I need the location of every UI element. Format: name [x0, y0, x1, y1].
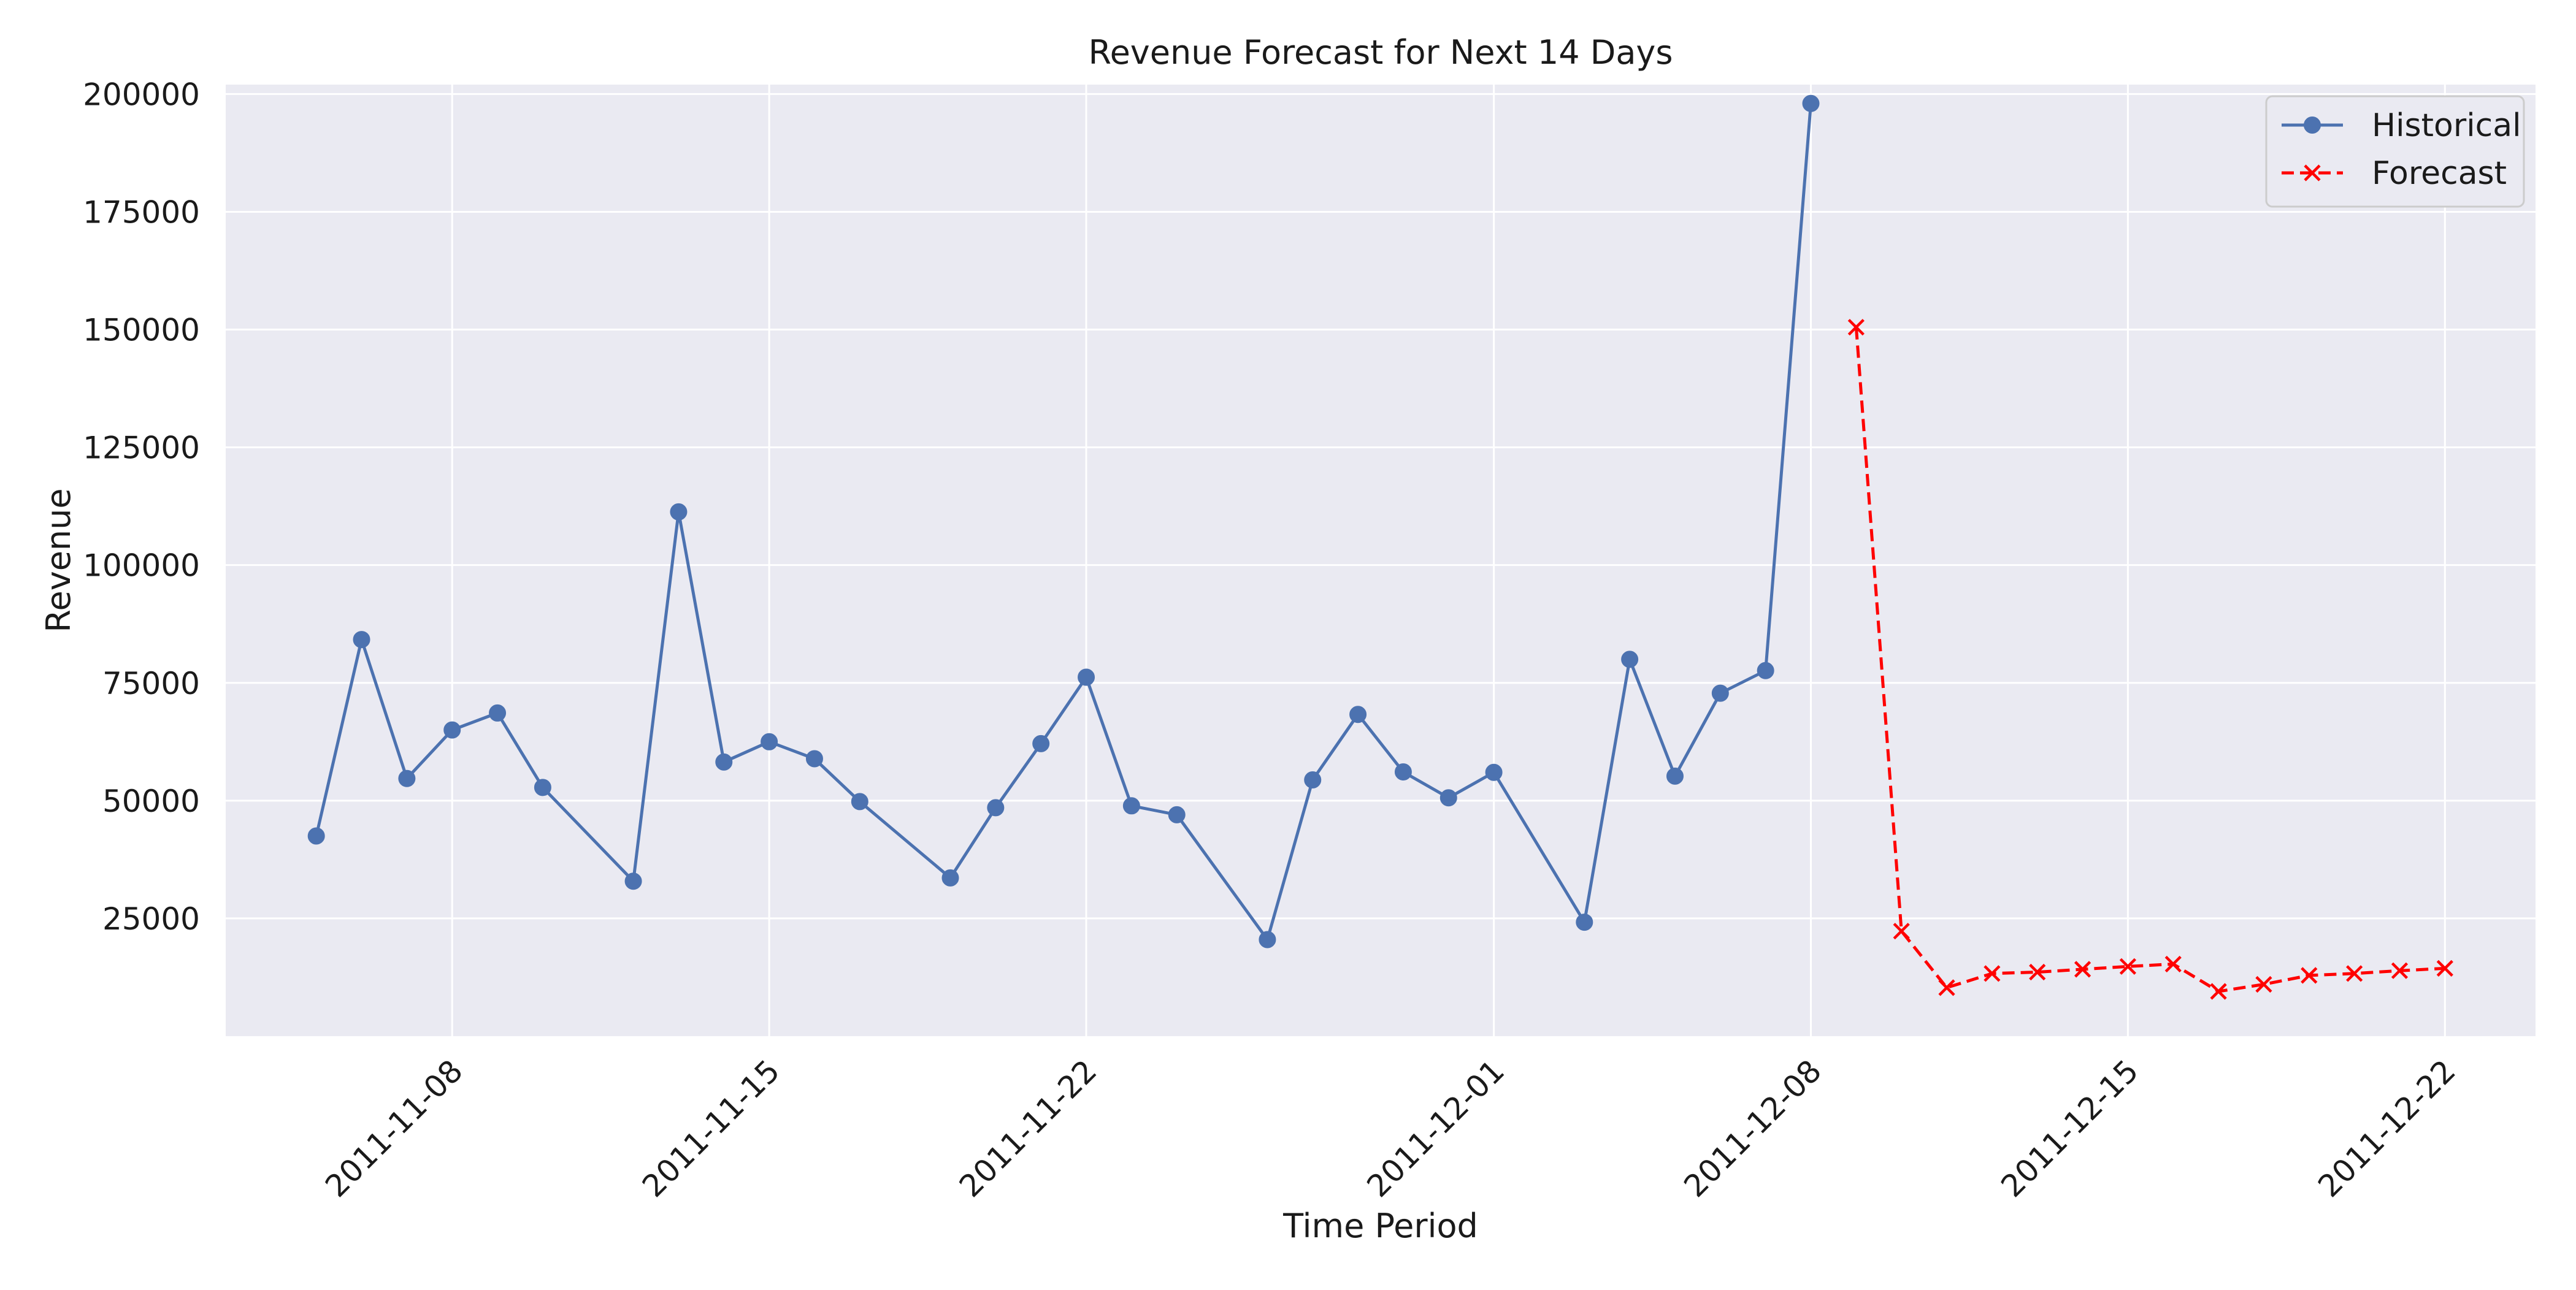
y-tick-label: 75000 — [102, 666, 200, 701]
y-tick-label: 125000 — [83, 430, 200, 466]
data-point-historical — [489, 704, 507, 722]
y-tick-label: 25000 — [102, 901, 200, 937]
y-tick-label: 100000 — [83, 548, 200, 584]
data-point-historical — [1122, 797, 1140, 815]
data-point-historical — [1666, 767, 1684, 785]
data-point-historical — [1439, 789, 1457, 807]
data-point-historical — [624, 872, 642, 890]
legend-marker — [2304, 116, 2321, 134]
data-point-historical — [761, 733, 778, 750]
marker-x-stroke — [1847, 319, 1865, 336]
x-tick-label: 2011-12-15 — [1994, 1053, 2145, 1204]
y-tick-label: 175000 — [83, 194, 200, 230]
data-point-historical — [715, 753, 733, 771]
data-point-forecast — [2119, 958, 2137, 975]
marker-x-stroke — [2301, 967, 2318, 984]
data-point-historical — [353, 631, 370, 649]
legend-label-forecast: Forecast — [2372, 155, 2507, 192]
data-point-forecast — [1938, 979, 1955, 996]
data-point-historical — [670, 503, 688, 521]
x-tick-label: 2011-11-08 — [318, 1053, 469, 1204]
marker-x-stroke — [2119, 958, 2137, 975]
marker-x-stroke — [2304, 164, 2321, 181]
data-point-historical — [941, 869, 959, 887]
plot-background — [226, 85, 2536, 1036]
data-point-forecast — [2210, 983, 2227, 1000]
data-point-historical — [1621, 651, 1639, 668]
chart-title: Revenue Forecast for Next 14 Days — [1088, 33, 1673, 72]
legend-marker — [2304, 164, 2321, 181]
data-point-historical — [398, 769, 416, 787]
marker-x-stroke — [2391, 962, 2409, 979]
x-tick-label: 2011-12-22 — [2311, 1053, 2462, 1204]
data-point-historical — [1576, 914, 1593, 931]
x-axis-label: Time Period — [1282, 1207, 1478, 1245]
data-point-forecast — [2301, 967, 2318, 984]
legend: Historical Forecast — [2265, 95, 2525, 208]
marker-x-stroke — [2436, 960, 2453, 977]
y-tick-label: 200000 — [83, 77, 200, 112]
data-point-historical — [1757, 662, 1774, 679]
data-point-forecast — [2391, 962, 2409, 979]
data-point-forecast — [2436, 960, 2453, 977]
data-point-historical — [1259, 931, 1276, 948]
data-point-historical — [1349, 706, 1367, 723]
series-line-historical — [315, 103, 1812, 941]
marker-x-stroke — [1938, 979, 1955, 996]
data-point-forecast — [1984, 965, 2001, 982]
x-tick-label: 2011-12-01 — [1360, 1053, 1511, 1204]
legend-historical-swatch — [2282, 116, 2343, 134]
series-group — [307, 94, 2453, 1000]
data-point-historical — [987, 799, 1005, 817]
data-point-historical — [534, 779, 551, 796]
legend-forecast-swatch — [2282, 164, 2343, 181]
y-axis-label: Revenue — [39, 488, 78, 632]
data-point-historical — [1802, 94, 1820, 112]
data-point-historical — [307, 827, 325, 845]
y-tick-label: 50000 — [102, 784, 200, 819]
marker-x-stroke — [2210, 983, 2227, 1000]
data-point-forecast — [1847, 319, 1865, 336]
marker-x-stroke — [1984, 965, 2001, 982]
data-point-historical — [443, 721, 461, 739]
data-point-historical — [1032, 735, 1050, 752]
series-line-forecast — [1854, 327, 2445, 993]
data-point-forecast — [2164, 955, 2182, 973]
data-point-historical — [851, 793, 868, 811]
marker-x-stroke — [2255, 975, 2272, 993]
data-point-historical — [1711, 684, 1729, 702]
data-point-historical — [1168, 806, 1186, 823]
data-point-historical — [1394, 763, 1412, 780]
x-tick-label: 2011-11-15 — [635, 1053, 786, 1204]
data-point-forecast — [2346, 965, 2363, 982]
data-point-forecast — [2074, 961, 2091, 978]
y-tick-label: 150000 — [83, 313, 200, 348]
data-point-historical — [1304, 771, 1322, 789]
marker-x-stroke — [2029, 963, 2046, 981]
data-point-forecast — [2029, 963, 2046, 981]
data-point-historical — [1078, 668, 1095, 686]
data-point-forecast — [1893, 923, 1910, 940]
marker-x-stroke — [2164, 955, 2182, 973]
marker-x-stroke — [2074, 961, 2091, 978]
x-tick-label: 2011-12-08 — [1677, 1053, 1828, 1204]
legend-label-historical: Historical — [2372, 107, 2521, 144]
data-point-historical — [805, 750, 823, 768]
data-point-historical — [1485, 763, 1503, 781]
marker-x-stroke — [1893, 923, 1910, 940]
data-point-forecast — [2255, 975, 2272, 993]
marker-x-stroke — [2346, 965, 2363, 982]
x-tick-label: 2011-11-22 — [953, 1053, 1103, 1204]
grid-lines — [226, 85, 2536, 1036]
